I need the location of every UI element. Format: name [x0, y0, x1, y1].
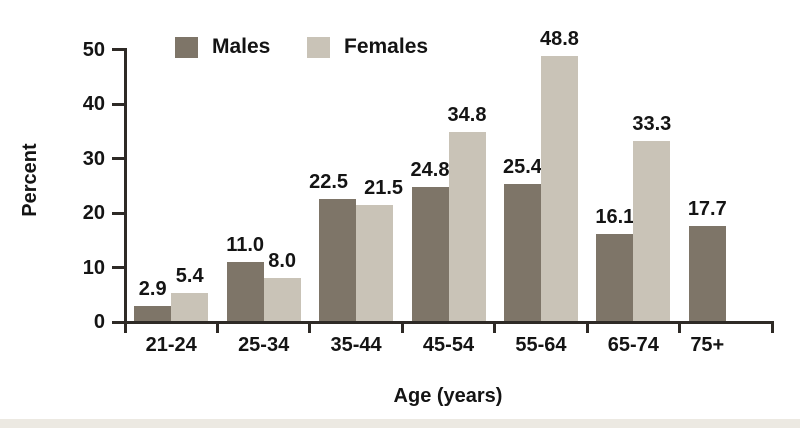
y-tick — [112, 211, 124, 215]
bar-females — [356, 204, 394, 322]
y-tick — [112, 48, 124, 51]
bar-females — [540, 56, 578, 322]
y-tick — [112, 157, 124, 160]
x-tick — [678, 322, 682, 333]
x-category-label: 21-24 — [145, 334, 197, 356]
legend-item-males: Males — [175, 36, 270, 58]
y-tick-label: 50 — [82, 38, 105, 61]
legend-label-females: Females — [344, 35, 429, 58]
legend-label-males: Males — [212, 35, 271, 58]
x-axis-title: Age (years) — [393, 385, 503, 407]
y-tick-label: 30 — [82, 147, 105, 170]
value-label: 34.8 — [447, 104, 487, 127]
bar-females — [171, 292, 209, 322]
bar-females — [263, 278, 301, 322]
value-label: 48.8 — [539, 28, 579, 51]
bar-males — [134, 306, 172, 322]
legend-item-females: Females — [307, 36, 428, 58]
y-tick-label: 0 — [93, 311, 105, 333]
x-tick — [215, 322, 219, 333]
value-label: 11.0 — [226, 234, 265, 257]
legend-swatch-females — [307, 36, 330, 58]
y-tick-label: 10 — [82, 256, 105, 279]
value-label: 5.4 — [175, 264, 204, 287]
legend-swatch-males — [175, 36, 198, 58]
bottom-edge-strip — [0, 419, 800, 428]
value-label: 22.5 — [309, 171, 349, 194]
x-tick — [585, 322, 589, 333]
x-axis-line — [124, 321, 774, 324]
bar-females — [448, 132, 486, 322]
x-tick — [493, 322, 497, 333]
bar-females — [633, 140, 671, 322]
bar-males — [596, 234, 634, 322]
y-tick-label: 20 — [82, 202, 105, 224]
x-tick — [400, 322, 404, 333]
value-label: 2.9 — [138, 278, 167, 301]
y-axis-line — [124, 48, 127, 333]
value-label: 33.3 — [632, 112, 672, 135]
y-tick — [112, 266, 124, 269]
bar-males — [226, 262, 264, 322]
value-label: 25.4 — [502, 155, 542, 178]
value-label: 8.0 — [268, 250, 297, 273]
x-tick — [308, 322, 312, 333]
bar-males — [688, 225, 726, 322]
value-label: 21.5 — [364, 176, 404, 199]
bar-males — [503, 183, 541, 322]
x-category-label: 75+ — [690, 334, 725, 356]
y-tick — [112, 102, 124, 106]
y-tick-label: 40 — [82, 93, 105, 115]
bar-males — [411, 186, 449, 322]
value-label: 17.7 — [687, 197, 727, 220]
value-label: 16.1 — [595, 206, 635, 229]
x-category-label: 55-64 — [515, 334, 567, 356]
bar-males — [319, 199, 357, 322]
x-tick — [770, 322, 774, 333]
value-label: 24.8 — [410, 158, 450, 181]
x-category-label: 45-54 — [422, 334, 475, 356]
y-tick — [112, 320, 124, 324]
x-category-label: 65-74 — [607, 334, 659, 356]
x-category-label: 35-44 — [330, 334, 382, 356]
x-category-label: 25-34 — [238, 334, 290, 356]
